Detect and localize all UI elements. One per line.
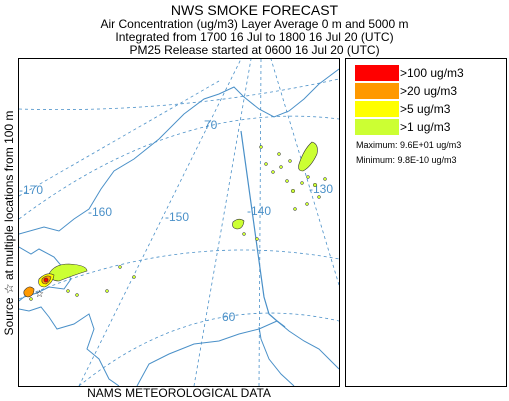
parallel-70 <box>19 115 339 220</box>
label-lon-140: -140 <box>247 204 271 218</box>
border-line <box>240 130 286 328</box>
minimum-value: Minimum: 9.8E-10 ug/m3 <box>356 155 457 165</box>
graticule-labels: -170 -160 -150 -140 -130 70 60 <box>19 118 333 324</box>
label-lat-60: 60 <box>222 310 236 324</box>
legend-swatch <box>355 119 399 135</box>
meridian-170 <box>19 80 220 197</box>
parallel-65 <box>19 249 339 300</box>
legend-swatch <box>355 83 399 99</box>
plume-sw-orange <box>23 286 35 298</box>
meridian-160 <box>78 59 242 386</box>
legend-panel: >100 ug/m3 >20 ug/m3 >5 ug/m3 >1 ug/m3 M… <box>345 58 507 387</box>
legend-swatch <box>355 101 399 117</box>
smoke-map: -170 -160 -150 -140 -130 70 60 <box>19 59 339 386</box>
map-panel: -170 -160 -150 -140 -130 70 60 <box>18 58 340 387</box>
label-lon-160: -160 <box>88 205 112 219</box>
label-lon-170: -170 <box>19 183 43 197</box>
met-data-footer: NAMS METEOROLOGICAL DATA <box>87 386 271 400</box>
meridian-130 <box>270 59 339 286</box>
legend-swatch <box>355 65 399 81</box>
smoke-plumes <box>23 141 318 298</box>
parallel-75 <box>19 78 339 111</box>
smoke-specks <box>29 145 327 301</box>
legend-label: >100 ug/m3 <box>400 66 464 80</box>
parallel-60 <box>78 312 339 386</box>
plume-southwest <box>48 263 88 282</box>
legend-label: >20 ug/m3 <box>400 84 458 98</box>
legend-label: >5 ug/m3 <box>400 102 451 116</box>
maximum-value: Maximum: 9.6E+01 ug/m3 <box>356 140 462 150</box>
plume-east <box>298 141 318 172</box>
source-side-label: Source ☆ at multiple locations from 100 … <box>2 110 16 336</box>
legend-label: >1 ug/m3 <box>400 120 451 134</box>
coastline <box>19 68 339 386</box>
subtitle-release: PM25 Release started at 0600 16 Jul 20 (… <box>129 43 380 57</box>
label-lon-130: -130 <box>309 182 333 196</box>
map-title: NWS SMOKE FORECAST <box>170 2 339 18</box>
source-star-icon: ☆ <box>35 289 44 300</box>
plume-source-red <box>43 277 49 283</box>
label-lat-70: 70 <box>204 118 218 132</box>
subtitle-integration: Integrated from 1700 16 Jul to 1800 16 J… <box>115 30 394 44</box>
subtitle-concentration: Air Concentration (ug/m3) Layer Average … <box>100 17 409 31</box>
label-lon-150: -150 <box>165 210 189 224</box>
plume-central <box>232 218 245 230</box>
meridian-150 <box>193 59 252 386</box>
